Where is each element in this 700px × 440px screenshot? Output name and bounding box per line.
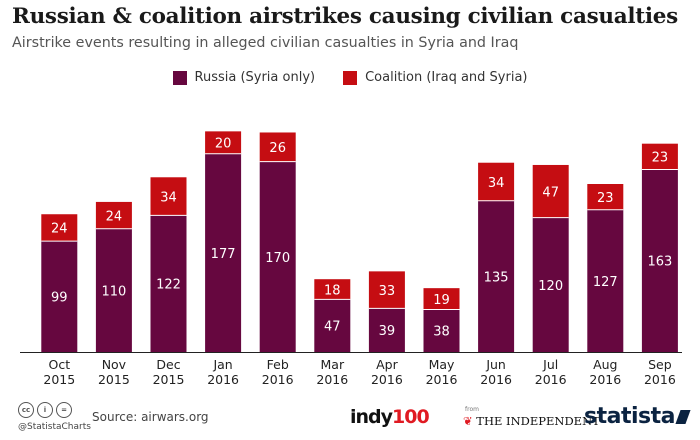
independent-label: THE INDEPENDENT bbox=[476, 414, 600, 428]
data-label-russia: 122 bbox=[156, 278, 181, 293]
x-tick-label-year: 2016 bbox=[207, 372, 239, 387]
x-tick-label-year: 2016 bbox=[589, 372, 621, 387]
x-tick-label-month: Jul bbox=[542, 357, 558, 372]
x-tick-label-month: Oct bbox=[48, 357, 70, 372]
bar-russia bbox=[205, 153, 242, 352]
data-label-russia: 163 bbox=[647, 255, 672, 270]
legend-label-coalition: Coalition (Iraq and Syria) bbox=[365, 70, 528, 85]
statista-handle: @StatistaCharts bbox=[18, 422, 91, 432]
bar-coalition bbox=[205, 131, 242, 154]
legend-item-coalition: Coalition (Iraq and Syria) bbox=[343, 70, 527, 85]
legend-swatch-coalition bbox=[343, 70, 358, 85]
data-label-russia: 38 bbox=[433, 325, 450, 340]
data-label-russia: 47 bbox=[324, 320, 341, 335]
x-tick-label-month: Jun bbox=[485, 357, 506, 372]
chart-subtitle: Airstrike events resulting in alleged ci… bbox=[12, 35, 519, 51]
bar-coalition bbox=[478, 162, 515, 201]
bar-russia bbox=[532, 217, 569, 352]
x-tick-label-month: Nov bbox=[102, 357, 127, 372]
bar-coalition bbox=[95, 201, 132, 229]
x-tick-label-year: 2016 bbox=[644, 372, 676, 387]
bar-coalition bbox=[368, 271, 405, 309]
x-tick-label-year: 2016 bbox=[371, 372, 403, 387]
data-label-coalition: 47 bbox=[542, 185, 559, 200]
legend-swatch-russia bbox=[172, 70, 187, 85]
bar-russia bbox=[478, 200, 515, 352]
data-label-coalition: 18 bbox=[324, 283, 341, 298]
bar-russia bbox=[41, 241, 78, 352]
bar-coalition bbox=[259, 132, 296, 162]
data-label-coalition: 20 bbox=[215, 137, 232, 152]
x-tick-label-month: Feb bbox=[267, 357, 289, 372]
data-label-russia: 177 bbox=[211, 247, 236, 262]
creative-commons-icon: cc bbox=[18, 402, 34, 418]
x-tick-label-month: Dec bbox=[156, 357, 180, 372]
data-label-coalition: 24 bbox=[106, 209, 123, 224]
x-tick-label-year: 2016 bbox=[262, 372, 294, 387]
statista-label: statista bbox=[584, 404, 675, 429]
indy100-logo: indy100 bbox=[350, 406, 430, 428]
data-label-coalition: 23 bbox=[652, 151, 669, 166]
data-label-russia: 135 bbox=[484, 270, 509, 285]
the-independent-logo: ❦ THE INDEPENDENT bbox=[463, 414, 600, 428]
bar-coalition bbox=[150, 177, 187, 216]
x-tick-label-year: 2016 bbox=[535, 372, 567, 387]
indy100-logo-prefix: indy bbox=[350, 406, 393, 428]
bar-russia bbox=[95, 228, 132, 352]
bar-russia bbox=[368, 308, 405, 352]
bar-coalition bbox=[423, 288, 460, 310]
x-tick-label-month: Sep bbox=[648, 357, 672, 372]
no-derivatives-icon: = bbox=[56, 402, 72, 418]
data-label-coalition: 24 bbox=[51, 222, 68, 237]
statista-mark-icon bbox=[675, 410, 691, 424]
bar-russia bbox=[259, 161, 296, 352]
from-label: from bbox=[465, 406, 479, 413]
bar-russia bbox=[150, 215, 187, 352]
data-label-russia: 99 bbox=[51, 291, 68, 306]
data-label-coalition: 33 bbox=[379, 284, 396, 299]
bar-coalition bbox=[314, 279, 351, 300]
chart-legend: Russia (Syria only) Coalition (Iraq and … bbox=[0, 70, 700, 85]
legend-label-russia: Russia (Syria only) bbox=[194, 70, 316, 85]
data-label-russia: 170 bbox=[265, 251, 290, 266]
x-tick-label-year: 2015 bbox=[98, 372, 130, 387]
x-tick-label-month: Mar bbox=[321, 357, 345, 372]
bar-russia bbox=[423, 309, 460, 352]
data-label-russia: 120 bbox=[538, 279, 563, 294]
statista-logo: statista bbox=[584, 404, 691, 429]
bar-coalition bbox=[587, 184, 624, 210]
bar-coalition bbox=[641, 143, 678, 170]
data-label-coalition: 34 bbox=[160, 190, 177, 205]
attribution-icon: i bbox=[37, 402, 53, 418]
bar-coalition bbox=[532, 164, 569, 218]
data-label-coalition: 34 bbox=[488, 176, 505, 191]
x-tick-label-year: 2015 bbox=[43, 372, 75, 387]
x-tick-label-month: Jan bbox=[212, 357, 232, 372]
stacked-bar-chart: 9924Oct201511024Nov201512234Dec201517720… bbox=[20, 131, 682, 387]
license-icons: cc i = bbox=[18, 402, 72, 418]
x-tick-label-month: Aug bbox=[593, 357, 617, 372]
data-label-coalition: 26 bbox=[269, 141, 286, 156]
data-label-russia: 110 bbox=[101, 284, 126, 299]
data-label-russia: 127 bbox=[593, 275, 618, 290]
bar-russia bbox=[641, 169, 678, 352]
data-label-russia: 39 bbox=[379, 324, 396, 339]
x-tick-label-month: May bbox=[429, 357, 455, 372]
bar-russia bbox=[314, 299, 351, 352]
footer: cc i = @StatistaCharts Source: airwars.o… bbox=[0, 400, 700, 440]
x-tick-label-year: 2016 bbox=[480, 372, 512, 387]
x-tick-label-year: 2016 bbox=[316, 372, 348, 387]
bar-coalition bbox=[41, 214, 78, 242]
x-tick-label-year: 2015 bbox=[153, 372, 185, 387]
bar-russia bbox=[587, 209, 624, 352]
legend-item-russia: Russia (Syria only) bbox=[172, 70, 316, 85]
chart-title: Russian & coalition airstrikes causing c… bbox=[12, 4, 678, 29]
x-tick-label-month: Apr bbox=[376, 357, 398, 372]
data-label-coalition: 19 bbox=[433, 293, 450, 308]
data-label-coalition: 23 bbox=[597, 191, 614, 206]
eagle-icon: ❦ bbox=[463, 414, 473, 428]
source-text: Source: airwars.org bbox=[92, 410, 209, 424]
x-tick-label-year: 2016 bbox=[426, 372, 458, 387]
indy100-logo-suffix: 100 bbox=[392, 406, 430, 428]
